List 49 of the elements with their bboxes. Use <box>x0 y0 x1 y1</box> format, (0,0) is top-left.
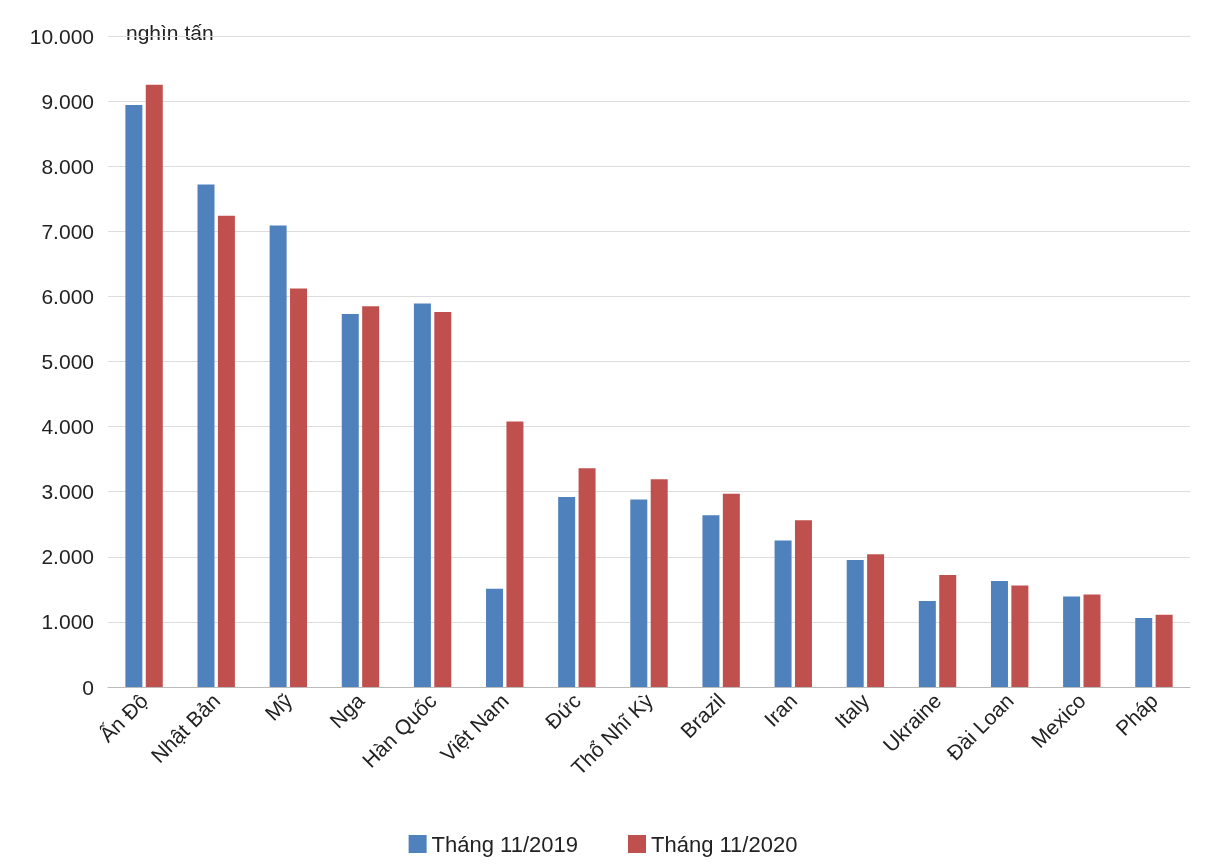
bar <box>125 105 143 687</box>
bar <box>1011 585 1029 687</box>
y-tick-label: 3.000 <box>41 480 94 504</box>
y-tick-label: 0 <box>82 675 94 699</box>
bar <box>939 575 957 687</box>
bar <box>145 84 163 687</box>
y-tick-label: 4.000 <box>41 415 94 439</box>
bar <box>558 496 576 687</box>
bar <box>722 493 740 687</box>
bar <box>650 479 668 687</box>
bar <box>506 421 524 687</box>
bar <box>990 580 1008 687</box>
bar <box>846 560 864 687</box>
bar <box>867 554 885 687</box>
bar <box>362 306 380 687</box>
bar <box>774 540 792 687</box>
bar <box>434 312 452 687</box>
y-tick-label: 8.000 <box>41 154 94 178</box>
y-tick-label: 2.000 <box>41 545 94 569</box>
bar <box>341 313 359 687</box>
bar <box>702 515 720 687</box>
bar <box>630 499 648 687</box>
x-tick-label: Mỹ <box>260 688 297 725</box>
legend-label: Tháng 11/2019 <box>431 831 579 857</box>
bar <box>1083 594 1101 687</box>
bar <box>413 303 431 687</box>
bar <box>269 225 287 687</box>
y-tick-label: 6.000 <box>41 284 94 308</box>
x-tick-label: Iran <box>759 688 802 731</box>
bar <box>197 184 215 687</box>
bar <box>578 468 596 687</box>
y-tick-label: 1.000 <box>41 610 94 634</box>
x-tick-label: Đức <box>540 688 585 734</box>
bar <box>794 520 812 687</box>
bar <box>1063 596 1081 687</box>
bar <box>918 601 936 687</box>
legend-label: Tháng 11/2020 <box>651 831 798 857</box>
x-tick-label: Nga <box>325 688 369 733</box>
x-tick-label: Ấn Độ <box>94 688 153 747</box>
bar <box>486 588 504 687</box>
bar <box>217 215 235 687</box>
y-tick-label: 7.000 <box>41 219 94 243</box>
bar <box>290 288 308 687</box>
bar <box>1135 617 1153 687</box>
y-tick-label: 5.000 <box>41 350 94 373</box>
y-tick-label: 10.000 <box>29 24 94 48</box>
y-tick-label: 9.000 <box>41 89 94 113</box>
bar <box>1155 614 1173 687</box>
x-tick-label: Italy <box>830 688 874 733</box>
